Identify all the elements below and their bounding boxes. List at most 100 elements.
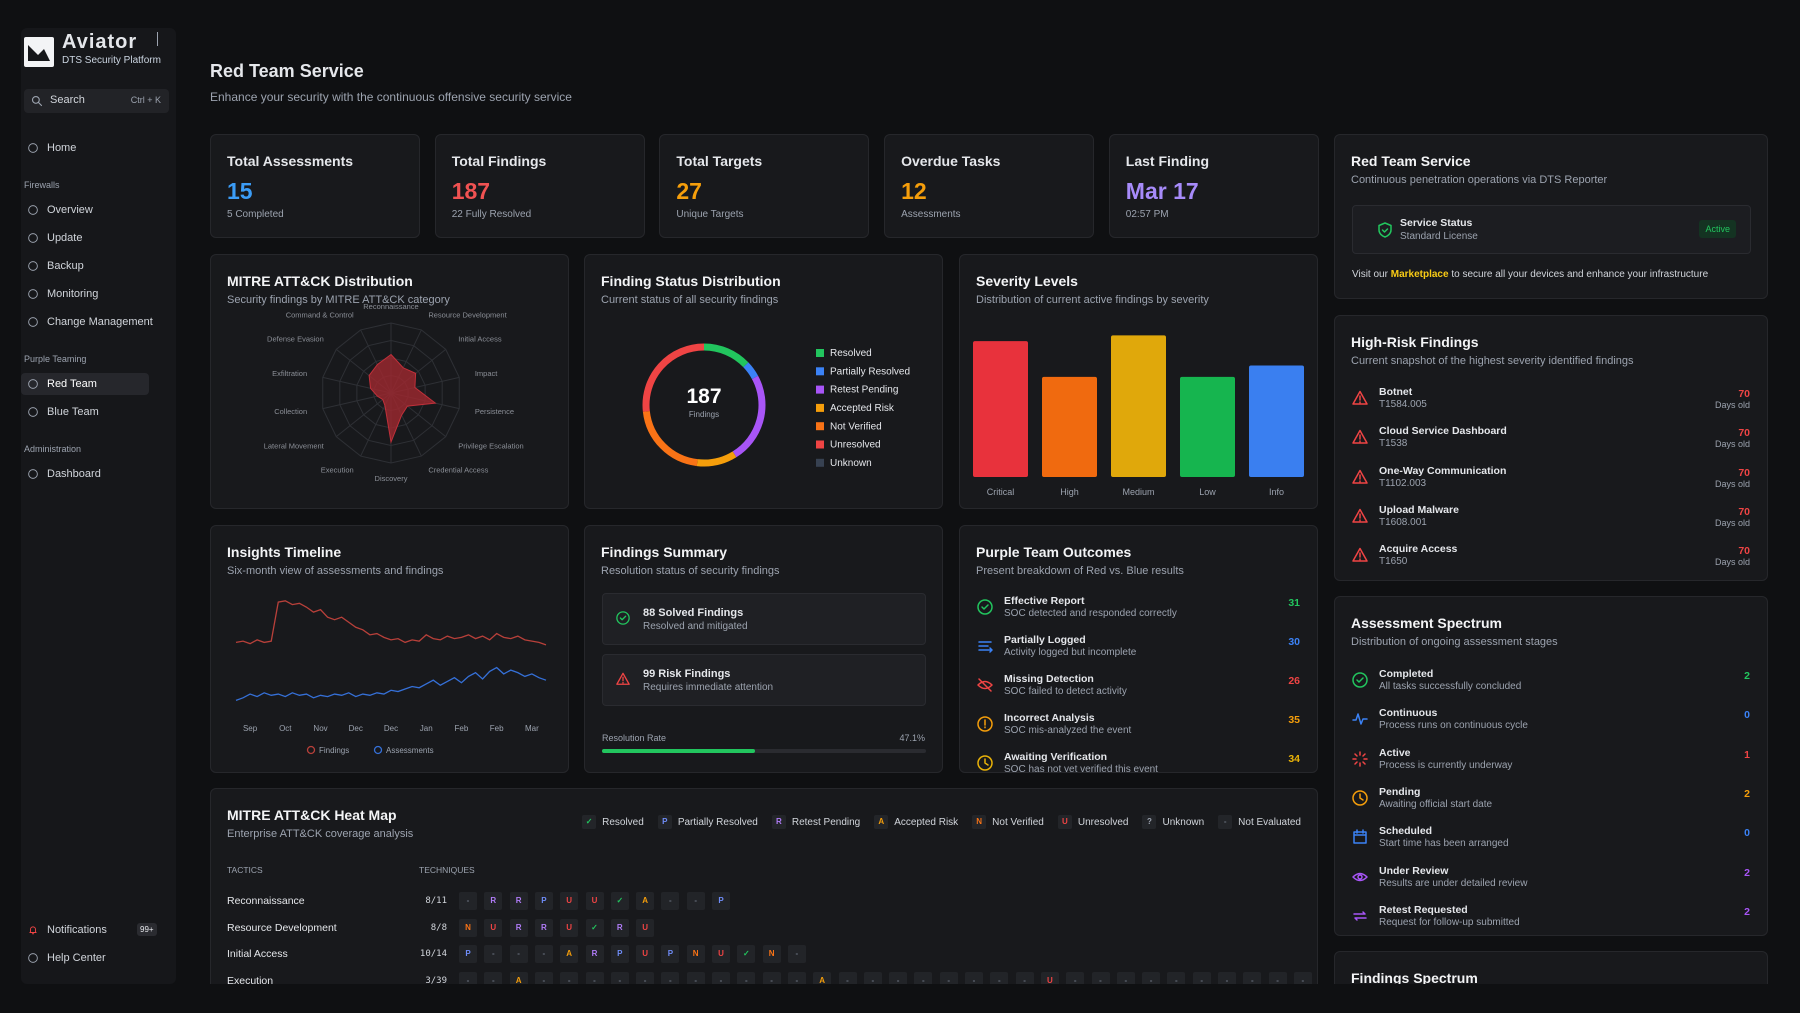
nav-item[interactable]: Red Team [21, 373, 149, 395]
legend-label: Retest Pending [830, 385, 898, 396]
item-desc: T1650 [1379, 556, 1408, 568]
rate-value: 47.1% [899, 733, 925, 743]
search-shortcut: Ctrl + K [130, 95, 161, 105]
card-title: Severity Levels [976, 273, 1078, 289]
legend-label: Assessments [386, 746, 434, 755]
heat-cell: - [534, 971, 553, 984]
donut-center-label: Findings [689, 410, 719, 419]
nav-item[interactable]: Notifications 99+ [21, 919, 157, 941]
legend-label: Retest Pending [791, 816, 861, 828]
radar-spoke [335, 392, 392, 438]
legend-symbol: R [771, 815, 786, 829]
stat-value: 187 [451, 178, 491, 204]
service-footer: Visit our Marketplace to secure all your… [1352, 269, 1708, 280]
icon [28, 261, 38, 271]
nav-item[interactable]: Blue Team [21, 401, 149, 423]
heat-cell: - [762, 971, 781, 984]
heat-cell: - [1218, 971, 1236, 984]
icon [616, 672, 630, 685]
heat-cell: - [636, 971, 655, 984]
heat-cell: - [686, 971, 705, 984]
nav-item[interactable]: Dashboard [21, 463, 149, 485]
card-subtitle: Security findings by MITRE ATT&CK catego… [227, 294, 450, 306]
icon [31, 96, 43, 107]
item-desc: SOC has not yet verified this event [1004, 764, 1158, 773]
legend-label: Partially Resolved [830, 366, 910, 377]
heat-cell: - [1142, 971, 1161, 984]
card-title: Assessment Spectrum [1351, 615, 1502, 631]
line-series [235, 666, 547, 701]
heat-cell: - [1268, 971, 1287, 984]
item-value: 2 [1744, 866, 1750, 879]
chart-svg: Critical High Medium Low Info [973, 335, 1304, 497]
heat-cell: - [585, 971, 604, 984]
card-subtitle: Continuous penetration operations via DT… [1351, 174, 1608, 186]
icon-path [1352, 750, 1368, 767]
heat-cell: ✓ [585, 918, 604, 937]
heat-cell: U [636, 918, 655, 937]
icon-path [28, 953, 38, 963]
nav-item[interactable]: Monitoring [21, 283, 149, 305]
heat-cell: - [661, 892, 680, 910]
item-value: 35 [1288, 714, 1300, 726]
nav-item[interactable]: Home [21, 137, 149, 159]
nav-item[interactable]: Update [21, 227, 149, 249]
card-title: High-Risk Findings [1351, 334, 1479, 350]
x-tick-label: Jan [420, 724, 433, 733]
line-series [235, 600, 547, 646]
item-desc: T1538 [1379, 438, 1408, 450]
x-tick-label: Dec [384, 724, 398, 733]
legend-symbol: ? [1142, 815, 1157, 829]
item-desc: Activity logged but incomplete [1004, 647, 1137, 658]
search-box[interactable]: Search Ctrl + K [24, 89, 169, 113]
donut-card: Finding Status Distribution Current statu… [584, 254, 943, 509]
collapse-button[interactable] [157, 32, 172, 46]
tactic-count: 8/8 [430, 922, 447, 933]
radar-label: Privilege Escalation [458, 442, 523, 451]
stat-card: Overdue Tasks 12 Assessments [884, 134, 1095, 238]
bar [1111, 335, 1166, 477]
nav-label: Update [47, 232, 83, 244]
nav-item[interactable]: Help Center [21, 947, 149, 969]
donut-center-value: 187 [686, 385, 721, 408]
nav-item[interactable]: Backup [21, 255, 149, 277]
nav-item[interactable]: Overview [21, 199, 149, 221]
icon-path [1352, 508, 1368, 523]
heat-cell: - [1091, 971, 1110, 984]
nav-label: Red Team [47, 378, 97, 390]
stat-label: Total Assessments [227, 153, 354, 169]
x-tick-label: Info [1269, 487, 1284, 497]
heat-cell: - [965, 971, 983, 984]
search-placeholder: Search [50, 94, 85, 106]
item-value: 31 [1288, 597, 1300, 609]
legend-label: Accepted Risk [894, 816, 959, 828]
heat-cell: R [610, 918, 629, 937]
icon [28, 379, 38, 389]
heat-cell: - [1167, 971, 1186, 984]
stat-card: Total Targets 27 Unique Targets [659, 134, 870, 238]
item-desc: T1584.005 [1379, 399, 1427, 410]
item-desc: All tasks successfully concluded [1379, 681, 1522, 692]
icon-path [977, 716, 993, 732]
heat-cell: - [484, 945, 503, 963]
chart-svg: Reconnaissance Resource Development Initia… [264, 302, 524, 483]
icon [1352, 430, 1368, 445]
legend-label: Unknown [1162, 816, 1205, 828]
nav-item[interactable]: Change Management [21, 311, 153, 333]
item-name: Cloud Service Dashboard [1379, 425, 1507, 438]
heat-cell: - [1116, 971, 1135, 984]
card-subtitle: Distribution of current active findings … [976, 294, 1209, 306]
icon-path [28, 205, 38, 215]
nav-section: Administration [24, 444, 82, 454]
icon-path [28, 469, 38, 479]
status-license: Standard License [1400, 231, 1478, 242]
item-desc: SOC detected and responded correctly [1004, 608, 1177, 619]
heat-cell: - [737, 971, 756, 984]
heat-cell: - [1243, 971, 1262, 984]
heat-cell: - [686, 892, 705, 910]
x-tick-label: Feb [490, 724, 504, 733]
radar-area [368, 353, 437, 444]
marketplace-link[interactable]: Marketplace [1390, 269, 1449, 280]
icon [28, 469, 38, 479]
legend-swatch [816, 385, 824, 394]
